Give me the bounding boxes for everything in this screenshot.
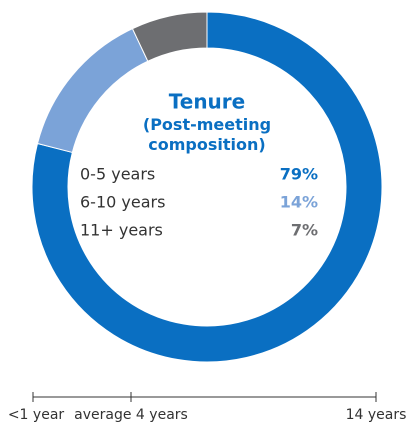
value-label: 7% bbox=[291, 221, 318, 240]
tick-label: average 4 years bbox=[74, 407, 188, 423]
legend-label: 11+ years bbox=[80, 221, 163, 240]
legend-label: 0-5 years bbox=[80, 165, 155, 184]
chart-subtitle: (Post-meeting composition) bbox=[142, 115, 272, 154]
donut-segment bbox=[131, 11, 208, 62]
tick-label: <1 year bbox=[8, 407, 65, 423]
tick-label: 14 years bbox=[346, 407, 407, 423]
value-label: 79% bbox=[280, 165, 318, 184]
legend-label: 6-10 years bbox=[80, 193, 165, 212]
chart-title: Tenure bbox=[169, 90, 245, 114]
donut-segment bbox=[31, 11, 383, 363]
value-label: 14% bbox=[280, 193, 318, 212]
